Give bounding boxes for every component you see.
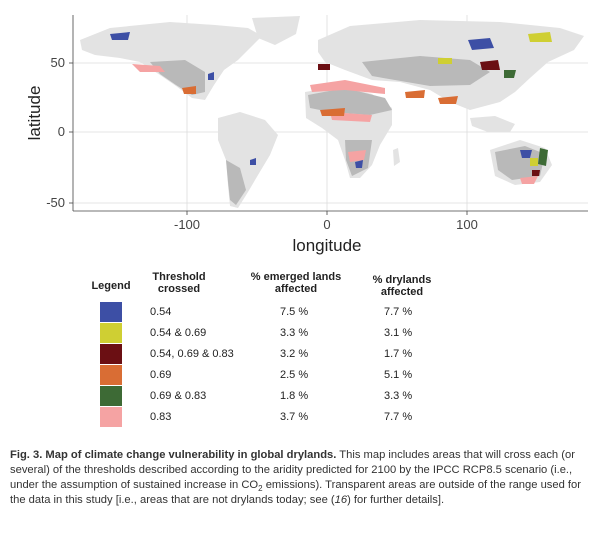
drylands-value: 1.7 % xyxy=(384,348,413,360)
legend-row: 0.54, 0.69 & 0.83 3.2 % 1.7 % xyxy=(90,344,450,365)
y-tick-label-3: -50 xyxy=(46,195,65,210)
caption-text-1: This map includes areas that will cross … xyxy=(10,449,575,491)
legend-swatch xyxy=(100,344,122,364)
emerged-value: 3.2 % xyxy=(280,348,309,360)
drylands-value: 7.7 % xyxy=(384,411,413,423)
emerged-lands-header: % emerged lands affected xyxy=(250,271,342,295)
legend-swatch xyxy=(100,302,122,322)
threshold-value: 0.69 xyxy=(150,369,172,381)
threshold-value: 0.69 & 0.83 xyxy=(150,390,207,402)
world-map-figure: -100 0 100 50 0 -50 longitude latitude xyxy=(25,15,588,255)
x-tick-label-2: 0 xyxy=(323,217,330,232)
caption-title: Fig. 3. Map of climate change vulnerabil… xyxy=(10,449,337,461)
caption-text-2: emissions). Transparent areas are outsid… xyxy=(10,479,581,506)
legend-row: 0.54 & 0.69 3.3 % 3.1 % xyxy=(90,323,450,344)
threshold-value: 0.54 xyxy=(150,306,172,318)
emerged-value: 3.3 % xyxy=(280,327,309,339)
caption-reference: 16 xyxy=(334,494,348,506)
legend-row: 0.83 3.7 % 7.7 % xyxy=(90,407,450,428)
x-tick-label-1: -100 xyxy=(174,217,200,232)
legend-swatch xyxy=(100,365,122,385)
emerged-value: 2.5 % xyxy=(280,369,309,381)
threshold-0-69-areas xyxy=(182,86,458,116)
drylands-header: % drylands affected xyxy=(372,274,432,298)
legend-swatch xyxy=(100,407,122,427)
x-tick-label-3: 100 xyxy=(456,217,478,232)
emerged-value: 7.5 % xyxy=(280,306,309,318)
y-axis-title: latitude xyxy=(25,86,44,141)
legend-swatch xyxy=(100,386,122,406)
y-tick-label-2: 0 xyxy=(58,124,65,139)
legend-row: 0.69 2.5 % 5.1 % xyxy=(90,365,450,386)
legend-title: Legend xyxy=(91,280,131,292)
threshold-0-54-areas xyxy=(110,32,532,168)
threshold-value: 0.54, 0.69 & 0.83 xyxy=(150,348,234,360)
threshold-0-69-0-83-areas xyxy=(504,70,548,166)
drylands-value: 3.1 % xyxy=(384,327,413,339)
y-tick-label-1: 50 xyxy=(51,55,65,70)
drylands-value: 7.7 % xyxy=(384,306,413,318)
drylands-value: 5.1 % xyxy=(384,369,413,381)
drylands-value: 3.3 % xyxy=(384,390,413,402)
x-axis-title: longitude xyxy=(292,236,361,255)
threshold-value: 0.54 & 0.69 xyxy=(150,327,207,339)
figure-caption: Fig. 3. Map of climate change vulnerabil… xyxy=(10,448,587,508)
caption-text-3: ) for further details]. xyxy=(347,494,445,506)
legend-swatch xyxy=(100,323,122,343)
axis-lines xyxy=(69,15,588,215)
legend-row: 0.69 & 0.83 1.8 % 3.3 % xyxy=(90,386,450,407)
emerged-value: 3.7 % xyxy=(280,411,309,423)
threshold-0-54-0-69-areas xyxy=(438,32,552,166)
caption-subscript: 2 xyxy=(258,484,263,494)
threshold-0-54-0-69-0-83-areas xyxy=(318,60,540,176)
emerged-value: 1.8 % xyxy=(280,390,309,402)
threshold-value: 0.83 xyxy=(150,411,172,423)
threshold-header: Threshold crossed xyxy=(152,271,206,295)
legend-row: 0.54 7.5 % 7.7 % xyxy=(90,302,450,323)
